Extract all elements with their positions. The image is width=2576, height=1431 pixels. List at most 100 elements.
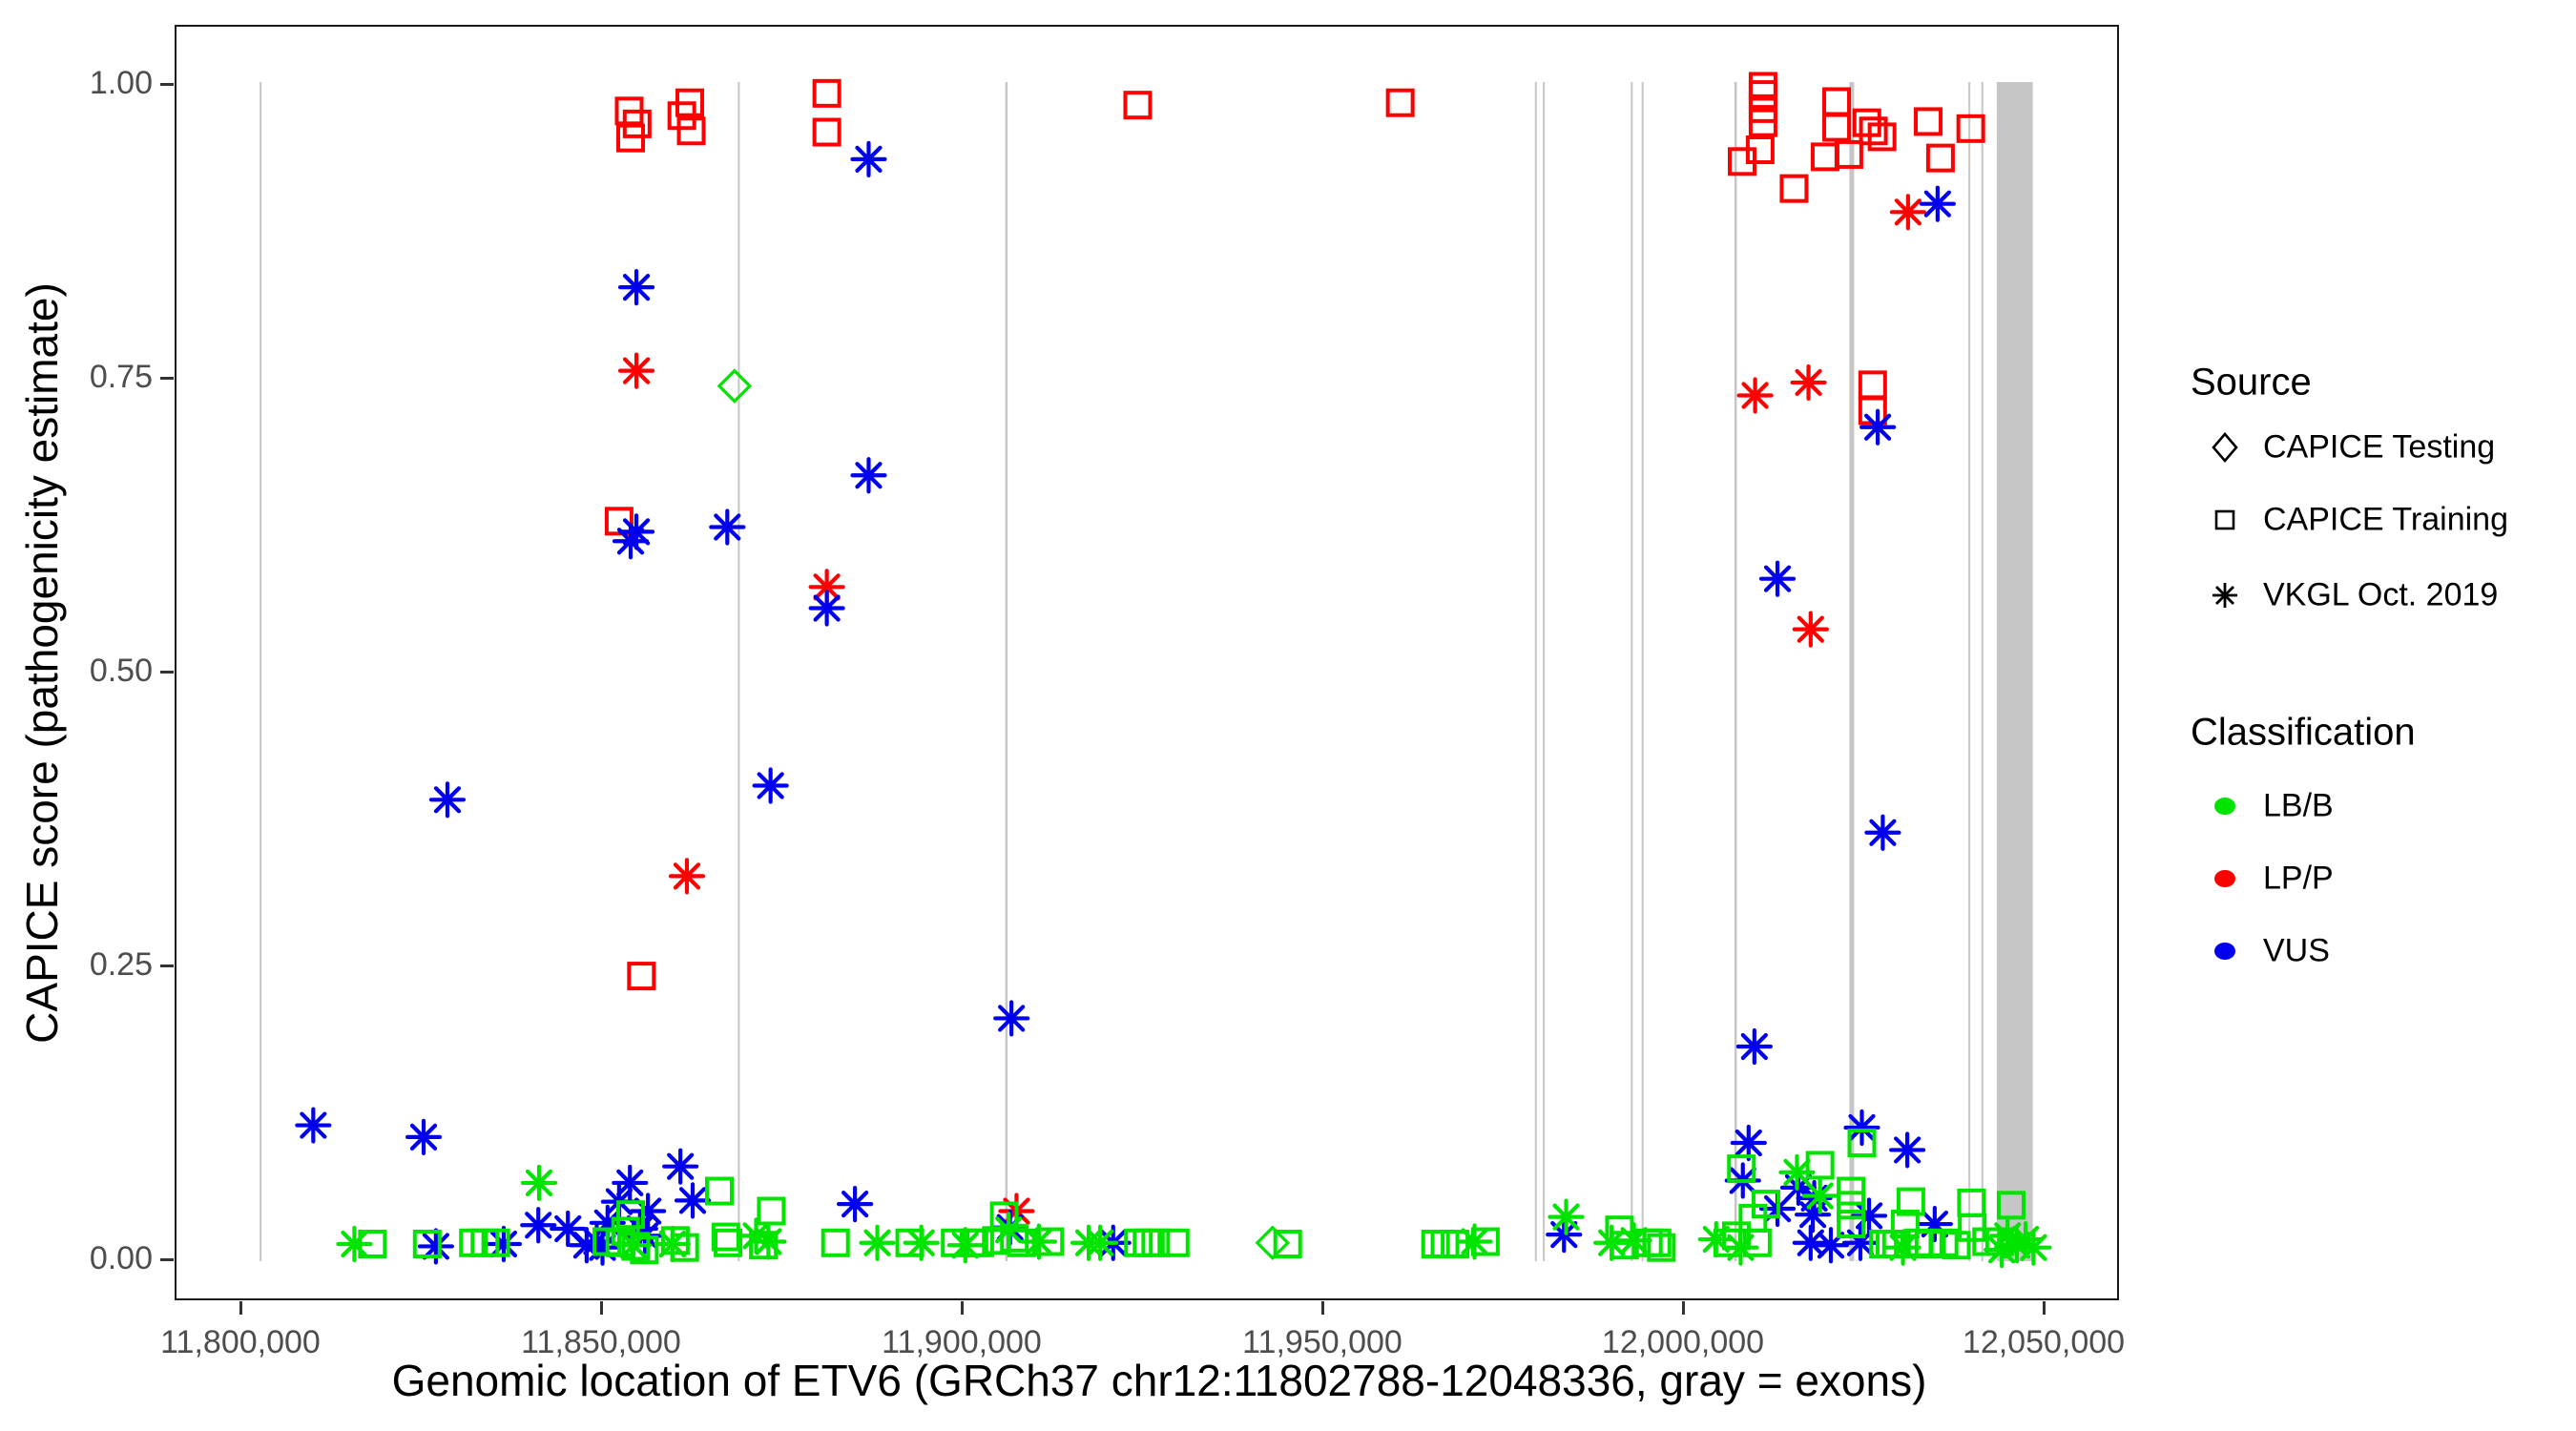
data-point <box>294 1106 331 1144</box>
data-point <box>1859 408 1896 446</box>
x-tick-label: 11,950,000 <box>1242 1324 1402 1360</box>
y-axis-title: CAPICE score (pathogenicity estimate) <box>17 282 67 1044</box>
data-point <box>749 1222 786 1260</box>
data-point <box>1792 611 1829 648</box>
data-point <box>1160 1228 1190 1257</box>
data-point <box>1132 1228 1161 1257</box>
legend-label: CAPICE Testing <box>2263 428 2496 466</box>
data-point <box>999 1223 1028 1253</box>
data-point <box>1821 113 1851 142</box>
x-tick-label: 12,050,000 <box>1962 1324 2126 1360</box>
data-point <box>668 857 705 894</box>
red-dot-icon <box>2214 870 2235 887</box>
data-point <box>1889 193 1926 230</box>
data-point <box>1846 1128 1876 1157</box>
data-point <box>1925 143 1955 173</box>
data-point <box>1604 1214 1633 1244</box>
data-point <box>676 115 705 145</box>
exon-band <box>1996 81 2033 1261</box>
data-point <box>1810 141 1839 171</box>
data-point <box>1642 1228 1672 1257</box>
y-tick-label: 0.75 <box>89 359 153 395</box>
legend-label: CAPICE Training <box>2263 501 2508 538</box>
data-point <box>717 367 752 404</box>
data-point <box>1081 1224 1118 1261</box>
data-point <box>1748 108 1777 137</box>
legend-label: LB/B <box>2263 787 2334 824</box>
data-point <box>1470 1227 1500 1256</box>
data-point <box>670 1233 699 1262</box>
data-point <box>711 1222 740 1252</box>
data-point <box>808 589 845 627</box>
data-point <box>667 100 696 130</box>
data-point <box>1758 560 1796 597</box>
data-point <box>626 961 655 990</box>
data-point <box>992 999 1029 1037</box>
data-point <box>549 1210 586 1247</box>
blue-dot-icon <box>2214 943 2235 960</box>
data-point <box>812 117 841 147</box>
x-tick-mark <box>960 1301 964 1315</box>
data-point <box>519 1206 556 1243</box>
data-point <box>1751 1189 1780 1218</box>
x-tick-mark <box>599 1301 603 1315</box>
x-tick-mark <box>1681 1301 1685 1315</box>
legend-label: LP/P <box>2263 860 2334 897</box>
data-point <box>661 1148 698 1185</box>
data-point <box>1789 363 1827 401</box>
data-point <box>660 1225 690 1255</box>
x-tick-mark <box>1320 1301 1324 1315</box>
data-point <box>812 78 841 108</box>
data-point <box>615 1199 645 1229</box>
data-point <box>674 1181 711 1219</box>
legend-label: VKGL Oct. 2019 <box>2263 576 2499 613</box>
y-tick-label: 0.25 <box>89 946 153 983</box>
y-tick-mark <box>160 670 174 674</box>
data-point <box>1122 90 1152 119</box>
data-point <box>1801 1176 1839 1214</box>
data-point <box>412 1229 442 1258</box>
data-point <box>1735 1027 1773 1065</box>
data-point <box>1713 1228 1742 1257</box>
x-axis-title: Genomic location of ETV6 (GRCh37 chr12:1… <box>391 1356 1927 1405</box>
data-point <box>1646 1233 1675 1262</box>
y-tick-label: 1.00 <box>89 65 153 101</box>
legend-label: VUS <box>2263 932 2330 969</box>
data-point <box>1821 86 1851 115</box>
data-point <box>1273 1229 1302 1258</box>
data-point <box>617 352 654 389</box>
data-point <box>989 1200 1019 1230</box>
data-point <box>1859 115 1888 145</box>
data-point <box>1726 1153 1755 1183</box>
data-point <box>1956 114 1985 143</box>
data-point <box>1440 1229 1469 1258</box>
data-point <box>1996 1190 2025 1219</box>
data-point <box>965 1228 994 1257</box>
data-point <box>1430 1229 1460 1258</box>
x-tick-mark <box>2042 1301 2046 1315</box>
data-point <box>713 1228 742 1257</box>
data-point <box>481 1228 510 1257</box>
data-point <box>1778 174 1808 203</box>
data-point <box>520 1164 557 1201</box>
data-point <box>895 1228 924 1257</box>
data-point <box>1836 1190 1865 1219</box>
legend-classification-title: Classification <box>2191 711 2416 754</box>
data-point <box>1836 1209 1865 1238</box>
data-point <box>615 123 645 153</box>
data-point <box>1834 139 1863 169</box>
data-point <box>1795 1179 1833 1216</box>
data-point <box>1919 185 1956 222</box>
data-point <box>405 1118 442 1155</box>
diamond-icon <box>2204 426 2246 468</box>
data-point <box>1140 1228 1170 1257</box>
data-point <box>849 456 887 493</box>
x-tick-label: 11,800,000 <box>160 1324 321 1360</box>
data-point <box>946 1226 984 1263</box>
x-tick-label: 11,850,000 <box>521 1324 681 1360</box>
data-point <box>1942 1230 1971 1259</box>
data-point <box>821 1228 850 1257</box>
asterisk-icon <box>2204 574 2246 616</box>
data-point <box>1842 1109 1880 1146</box>
